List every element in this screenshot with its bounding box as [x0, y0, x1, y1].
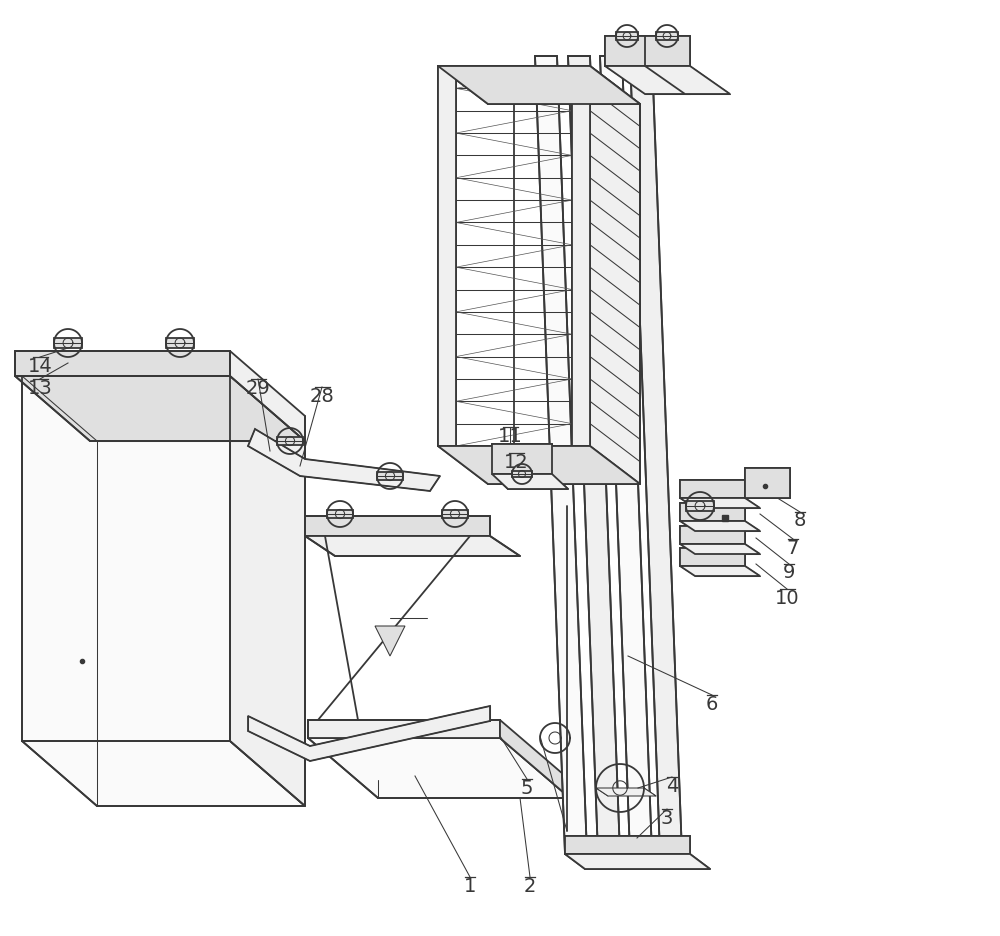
Polygon shape: [248, 706, 490, 761]
Polygon shape: [680, 544, 760, 554]
Polygon shape: [572, 66, 590, 446]
Text: 28: 28: [310, 387, 334, 405]
Polygon shape: [15, 376, 305, 441]
Polygon shape: [22, 741, 305, 806]
Text: 4: 4: [666, 777, 678, 796]
Polygon shape: [630, 56, 682, 854]
Polygon shape: [230, 376, 305, 806]
Text: 8: 8: [794, 511, 806, 531]
Polygon shape: [680, 526, 745, 544]
Text: 5: 5: [521, 779, 533, 797]
Text: 29: 29: [246, 378, 270, 398]
Text: 6: 6: [706, 695, 718, 713]
Polygon shape: [277, 437, 303, 446]
Polygon shape: [442, 510, 468, 519]
Polygon shape: [308, 720, 500, 738]
Polygon shape: [166, 338, 194, 347]
Polygon shape: [616, 33, 638, 39]
Polygon shape: [680, 503, 745, 521]
Polygon shape: [54, 338, 82, 347]
Text: 3: 3: [661, 809, 673, 827]
Polygon shape: [605, 36, 650, 66]
Polygon shape: [438, 446, 640, 484]
Polygon shape: [680, 566, 760, 576]
Polygon shape: [327, 510, 353, 519]
Polygon shape: [605, 66, 690, 94]
Polygon shape: [492, 474, 568, 489]
Text: 7: 7: [787, 538, 799, 558]
Polygon shape: [565, 854, 710, 869]
Polygon shape: [680, 521, 760, 531]
Polygon shape: [15, 351, 230, 376]
Text: 12: 12: [504, 452, 528, 472]
Text: 9: 9: [783, 563, 795, 582]
Polygon shape: [438, 66, 456, 446]
Polygon shape: [680, 498, 760, 508]
Polygon shape: [686, 502, 714, 511]
Polygon shape: [438, 66, 640, 104]
Text: 14: 14: [28, 357, 52, 375]
Polygon shape: [377, 472, 403, 480]
Polygon shape: [305, 536, 520, 556]
Polygon shape: [22, 376, 230, 741]
Polygon shape: [656, 33, 678, 39]
Polygon shape: [680, 480, 745, 498]
Polygon shape: [512, 471, 532, 477]
Text: 1: 1: [464, 876, 476, 896]
Polygon shape: [600, 56, 652, 854]
Polygon shape: [492, 444, 552, 474]
Polygon shape: [565, 836, 690, 854]
Polygon shape: [248, 429, 440, 491]
Polygon shape: [305, 516, 490, 536]
Text: 11: 11: [498, 427, 522, 446]
Polygon shape: [745, 468, 790, 498]
Text: 2: 2: [524, 876, 536, 896]
Polygon shape: [500, 720, 570, 798]
Polygon shape: [645, 36, 690, 66]
Polygon shape: [645, 66, 730, 94]
Polygon shape: [568, 56, 620, 854]
Polygon shape: [308, 738, 570, 798]
Polygon shape: [590, 66, 640, 484]
Text: 13: 13: [28, 378, 52, 398]
Text: 10: 10: [775, 589, 799, 607]
Polygon shape: [535, 56, 587, 854]
Polygon shape: [680, 548, 745, 566]
Polygon shape: [375, 626, 405, 656]
Polygon shape: [230, 351, 305, 441]
Polygon shape: [596, 788, 656, 796]
